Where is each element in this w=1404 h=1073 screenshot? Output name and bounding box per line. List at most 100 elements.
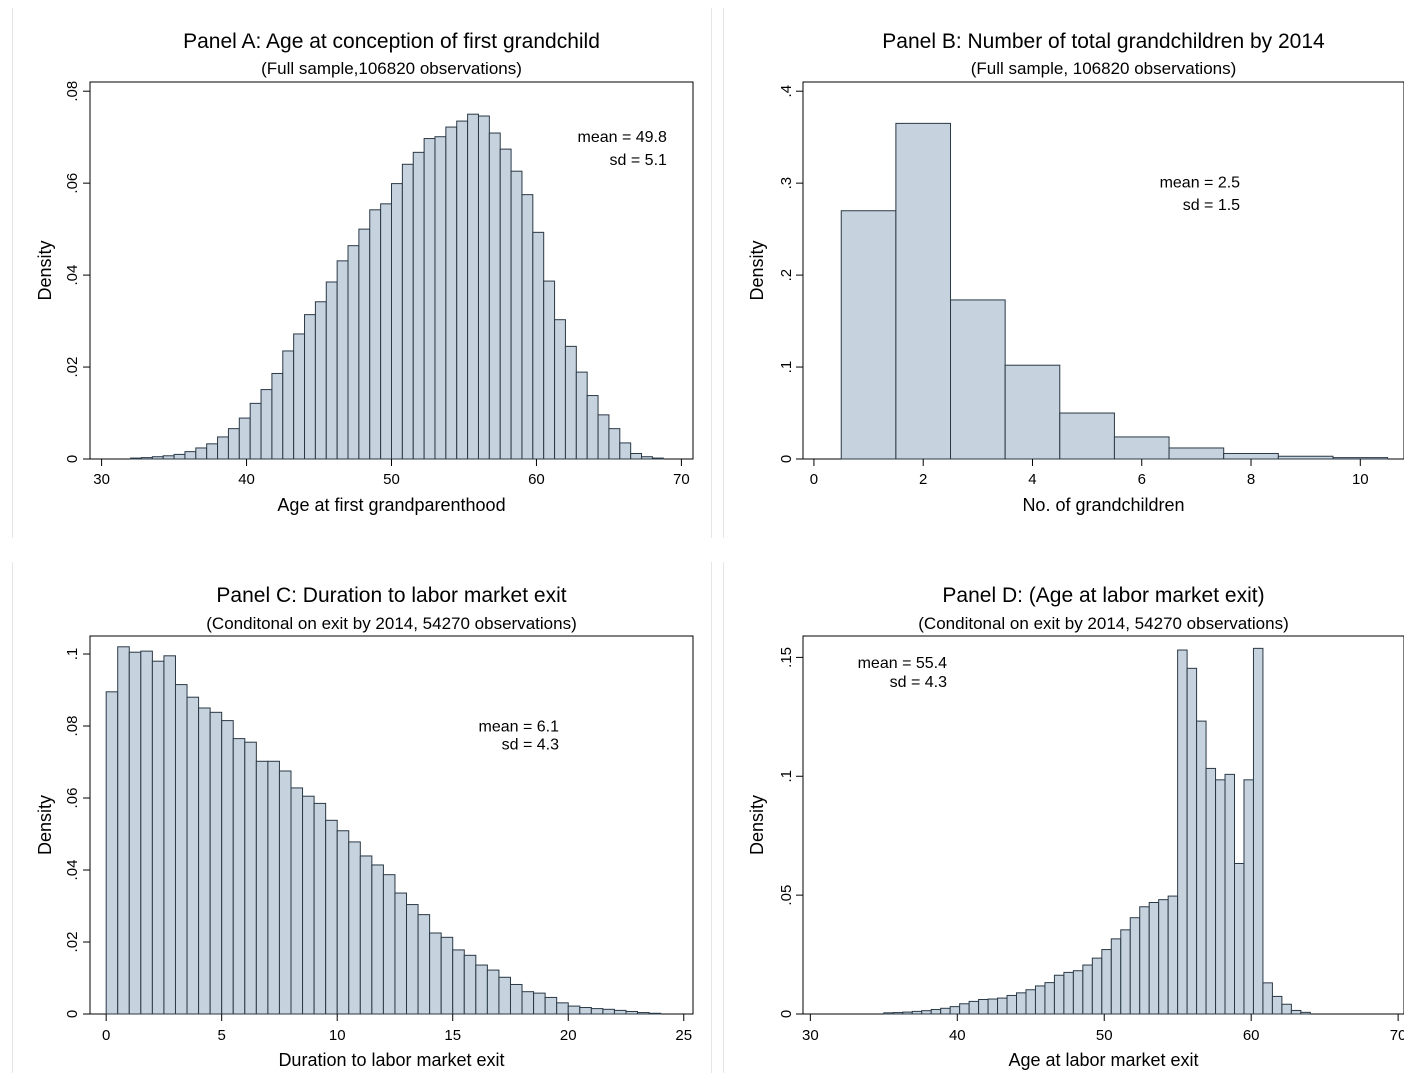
panel-a-bar: [477, 115, 490, 460]
panel-d-bar: [1215, 779, 1226, 1015]
panel-a-x-tick-label: 50: [383, 471, 400, 488]
panel-d-bar: [1120, 929, 1131, 1015]
panel-a-bar: [597, 414, 610, 460]
panel-c-bar: [186, 696, 200, 1015]
panel-c-bar: [498, 976, 511, 1015]
panel-c-x-tick-label: 10: [329, 1027, 346, 1044]
panel-c-x-tick-label: 25: [675, 1027, 692, 1044]
panel-a-bar: [641, 456, 653, 460]
panel-d-bar: [1110, 938, 1122, 1015]
panel-b-bar: [1113, 436, 1170, 460]
panel-a-bar: [651, 457, 664, 460]
panel-c-bar: [105, 691, 119, 1015]
panel-a-y-tick-label: .06: [64, 173, 81, 194]
panel-a-bar: [608, 428, 621, 460]
panel-c-y-tick-label: 0: [64, 1010, 81, 1018]
panel-d-annotation: sd = 4.3: [890, 674, 947, 691]
panel-b-bar: [840, 210, 897, 460]
panel-a-bar: [195, 447, 208, 460]
panel-d-bar: [883, 1012, 894, 1015]
panel-c-bar: [556, 1002, 569, 1015]
panel-d-bar: [1158, 899, 1169, 1015]
panel-d-x-tick-label: 30: [802, 1027, 819, 1044]
panel-a-x-tick-label: 60: [528, 471, 545, 488]
panel-a-bar: [575, 371, 588, 460]
panel-a-bar: [488, 132, 501, 460]
panel-c-bar: [117, 646, 130, 1015]
panel-d-y-tick-label: 0: [778, 1010, 795, 1018]
panel-d-x-tick-label: 60: [1243, 1027, 1260, 1044]
panel-c-bar: [648, 1012, 662, 1015]
panel-c-bar: [255, 760, 269, 1015]
panel-b-annotation: mean = 2.5: [1160, 175, 1241, 192]
panel-c-bar: [371, 864, 384, 1015]
panel-a-annotation: mean = 49.8: [578, 129, 668, 146]
panel-c-bar: [567, 1005, 581, 1015]
panel-a-bar: [499, 148, 512, 460]
panel-a-bar: [206, 443, 219, 460]
panel-a-bar: [434, 136, 447, 460]
panel-d-bar: [1044, 982, 1055, 1015]
panel-a-bar: [467, 113, 479, 460]
panel-b-y-tick-label: .4: [778, 85, 795, 98]
panel-a-bar: [173, 453, 186, 460]
vertical-divider-top: [12, 8, 13, 538]
panel-d-bar: [1101, 949, 1112, 1015]
panel-c-subtitle: (Conditonal on exit by 2014, 54270 obser…: [206, 614, 576, 633]
panel-d-y-tick-label: .1: [778, 770, 795, 783]
panel-b-x-axis-label: No. of grandchildren: [1022, 495, 1184, 515]
panel-c-y-tick-label: .1: [64, 648, 81, 661]
panel-c-bar: [244, 741, 257, 1015]
panel-a-bar: [423, 138, 436, 460]
panel-a-bar: [380, 203, 392, 460]
panel-c-x-tick-label: 0: [102, 1027, 110, 1044]
panel-c-bar: [267, 760, 280, 1015]
panel-a-bar: [260, 389, 273, 460]
panel-a-bar: [184, 451, 197, 460]
panel-a-bar: [554, 319, 566, 460]
panel-d-bar: [1072, 970, 1084, 1015]
panel-a-bar: [456, 120, 469, 460]
panel-b-y-tick-label: .2: [778, 269, 795, 282]
panel-b-x-tick-label: 6: [1138, 471, 1146, 488]
panel-b-bar: [1277, 455, 1334, 460]
panel-a-y-tick-label: .02: [64, 357, 81, 378]
panel-d-bar: [987, 998, 999, 1015]
panel-c-title: Panel C: Duration to labor market exit: [216, 584, 566, 607]
panel-d-bar: [1025, 989, 1036, 1015]
panel-a: 30 40 50 60 70 0 .02 .04 .06 .08 Panel A: Age at c…: [35, 30, 694, 515]
panel-a-bar: [325, 281, 338, 460]
panel-d-annotation: mean = 55.4: [858, 655, 948, 672]
panel-a-x-tick-label: 40: [238, 471, 255, 488]
panel-c-bar: [302, 795, 315, 1015]
panel-b-bar: [1059, 412, 1115, 460]
panel-c-bar: [406, 904, 419, 1015]
panel-a-x-axis-label: Age at first grandparenthood: [277, 495, 505, 515]
panel-c-bar: [475, 964, 488, 1015]
panel-a-bar: [238, 417, 251, 460]
panel-c-bar: [325, 819, 338, 1015]
panel-c-bar: [382, 874, 396, 1015]
panel-c-bar: [359, 855, 373, 1015]
panel-c-bar: [521, 991, 535, 1015]
panel-c-y-tick-label: .04: [64, 860, 81, 881]
panel-d-bar: [930, 1008, 942, 1015]
panel-b-y-tick-label: .1: [778, 361, 795, 374]
panel-c-bar: [163, 655, 176, 1015]
panel-c-y-tick-label: .08: [64, 716, 81, 737]
panel-a-bar: [619, 442, 632, 460]
panel-a-bar: [445, 126, 458, 460]
panel-c-bar: [579, 1007, 592, 1015]
panel-a-bar: [586, 395, 599, 460]
panel-d-bar: [1290, 1009, 1302, 1015]
panel-a-bar: [564, 345, 577, 460]
panel-d-x-tick-label: 70: [1390, 1027, 1404, 1044]
panel-a-subtitle: (Full sample,106820 observations): [261, 59, 522, 78]
panel-b-bar: [1332, 457, 1389, 460]
panel-d-bar: [1129, 917, 1141, 1015]
panel-c-bar: [590, 1008, 604, 1015]
panel-d-bar: [1034, 985, 1046, 1015]
panel-a-x-tick-label: 30: [93, 471, 110, 488]
panel-b-bar: [895, 122, 952, 460]
